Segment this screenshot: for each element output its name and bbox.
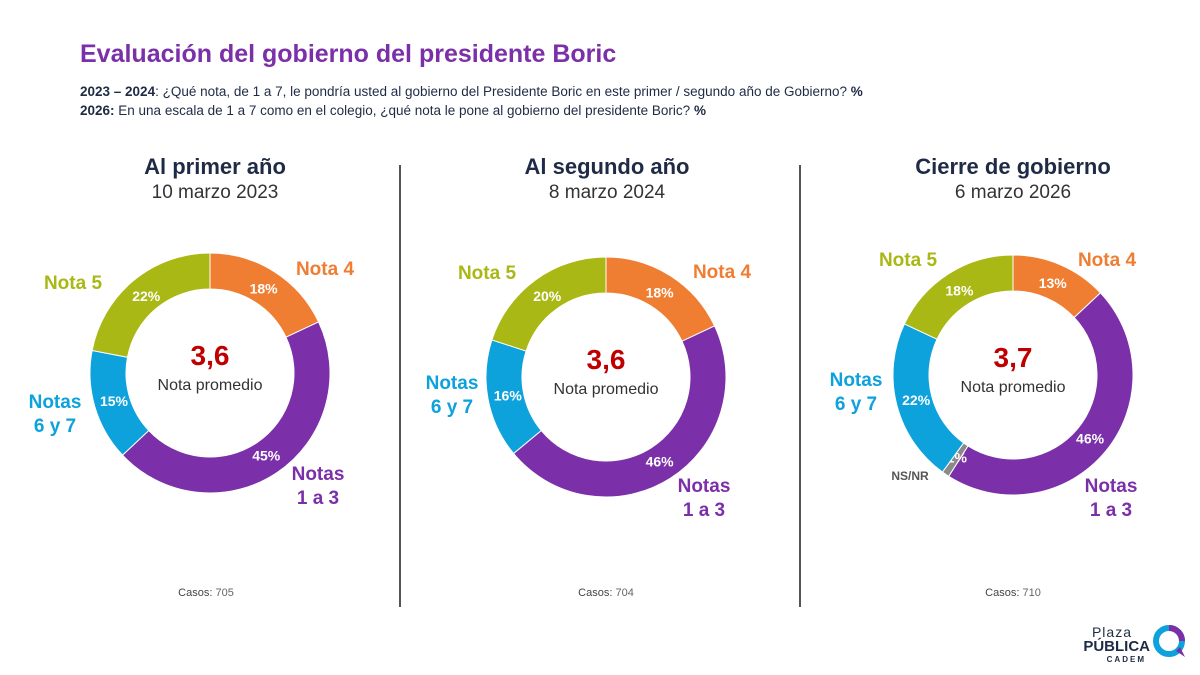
chart-title: Evaluación del gobierno del presidente B… (80, 40, 617, 68)
question-text: En una escala de 1 a 7 como en el colegi… (114, 103, 691, 118)
average-label: Nota promedio (554, 381, 659, 398)
data-label: 18% (945, 283, 974, 299)
data-label: 46% (1076, 431, 1105, 447)
category-label: Nota 5 (879, 250, 938, 271)
donut-slice-nota-5 (903, 254, 1014, 340)
category-label: Notas 6 y 7 (830, 370, 883, 415)
panel-divider (399, 165, 401, 607)
average-label: Nota promedio (158, 377, 263, 394)
data-label: 13% (1039, 275, 1068, 291)
category-label: Nota 4 (1078, 250, 1137, 271)
category-label: Notas 6 y 7 (426, 373, 479, 418)
panel-title-primer-ano: Al primer año (144, 154, 286, 179)
data-label: 20% (533, 288, 562, 304)
percent-sign: % (693, 103, 706, 118)
logo-speech-bubble-icon (1153, 625, 1185, 657)
sample-size: Casos: 705 (146, 587, 266, 599)
category-label: Notas 1 a 3 (1085, 476, 1138, 521)
category-label: Nota 4 (693, 262, 752, 283)
sample-size-label: Casos: (578, 587, 613, 599)
category-label: Nota 5 (458, 263, 517, 284)
panel-title-segundo-ano: Al segundo año (524, 154, 690, 179)
data-label: 18% (646, 285, 675, 301)
category-label: Notas 6 y 7 (29, 392, 82, 437)
sample-size: Casos: 710 (953, 587, 1073, 599)
average-value: 3,7 (994, 342, 1033, 373)
question-period-label: 2026: (80, 103, 115, 118)
donut-slice-notas-1-a-3 (512, 325, 727, 498)
donut-slice-nota-5 (491, 256, 607, 352)
donut-slice-nota-5 (91, 252, 211, 358)
percent-sign: % (850, 84, 863, 99)
donut-chart-2023: 18% Nota 4 45% Notas 1 a 3 15% Notas 6 y 7 22% No… (29, 252, 355, 509)
panel-date-2023: 10 marzo 2023 (151, 182, 279, 203)
plaza-publica-cadem-logo: Plaza PÚBLICA CADEM (1070, 620, 1190, 665)
average-value: 3,6 (587, 344, 626, 375)
question-2026: 2026: En una escala de 1 a 7 como en el … (80, 103, 706, 118)
question-text: : ¿Qué nota, de 1 a 7, le pondría usted … (155, 84, 848, 99)
data-label: 18% (250, 281, 279, 297)
sample-size-value: 704 (615, 587, 634, 599)
logo-word-publica: PÚBLICA (1083, 638, 1150, 655)
data-label: 22% (132, 288, 161, 304)
panel-date-2024: 8 marzo 2024 (548, 182, 666, 203)
donut-chart-2024: 18% Nota 4 46%Notas 1 a 3 16% Notas 6 y 7 20% No… (426, 256, 752, 521)
sample-size: Casos: 704 (546, 587, 666, 599)
category-label: NS/NR (891, 469, 929, 483)
sample-size-label: Casos: (985, 587, 1020, 599)
panel-title-cierre: Cierre de gobierno (915, 154, 1111, 179)
logo-word-plaza: Plaza (1091, 624, 1132, 640)
data-label: 16% (494, 388, 523, 404)
category-label: Nota 5 (44, 273, 103, 294)
average-label: Nota promedio (961, 379, 1066, 396)
category-label: Notas 1 a 3 (678, 476, 731, 521)
data-label: 22% (902, 392, 931, 408)
logo-word-cadem: CADEM (1106, 655, 1146, 664)
category-label: Notas 1 a 3 (292, 464, 345, 509)
data-label: 45% (252, 448, 281, 464)
data-label: 46% (646, 453, 675, 469)
question-2023-2024: 2023 – 2024: ¿Qué nota, de 1 a 7, le pon… (80, 84, 863, 99)
panel-divider (799, 165, 801, 607)
category-label: Nota 4 (296, 259, 355, 280)
donut-slice-notas-1-a-3 (948, 292, 1134, 496)
sample-size-value: 705 (215, 587, 234, 599)
average-value: 3,6 (191, 340, 230, 371)
question-period-label: 2023 – 2024 (80, 84, 156, 99)
panel-date-2026: 6 marzo 2026 (954, 182, 1072, 203)
data-label: 15% (100, 393, 129, 409)
donut-slice-notas-1-a-3 (121, 321, 331, 494)
sample-size-label: Casos: (178, 587, 213, 599)
sample-size-value: 710 (1022, 587, 1041, 599)
